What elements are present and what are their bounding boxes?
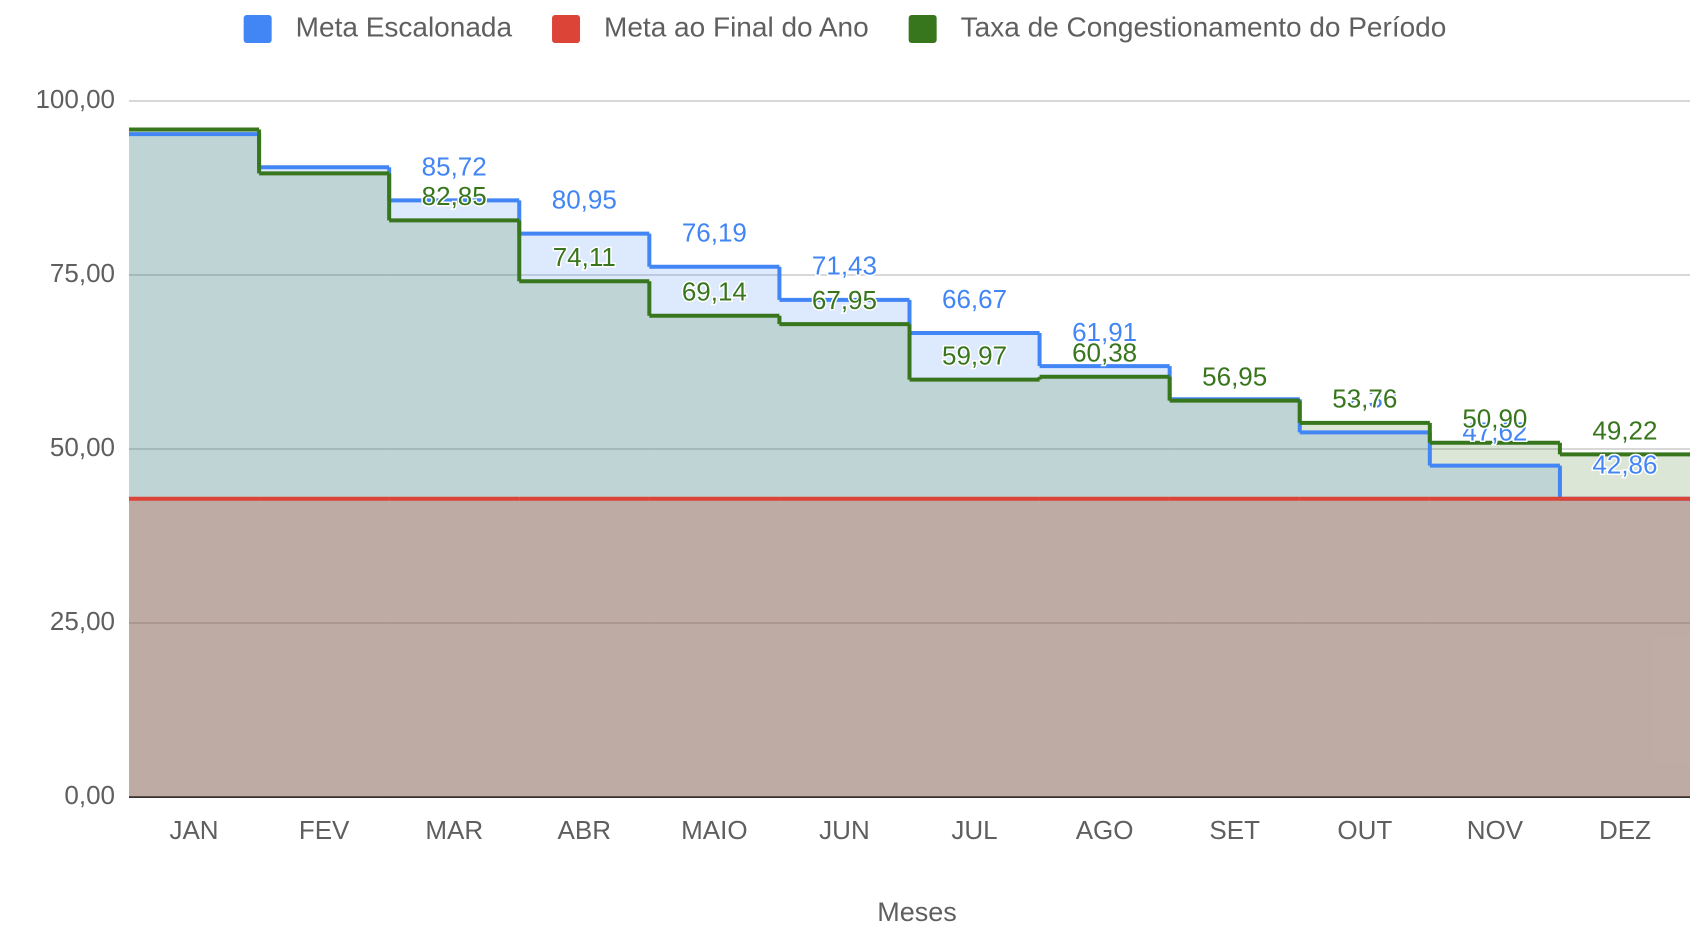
area-step xyxy=(1299,498,1430,797)
area-step xyxy=(1429,465,1560,797)
area-step xyxy=(129,134,260,798)
y-tick-label: 50,00 xyxy=(50,432,115,462)
area-step xyxy=(649,266,780,797)
area-step xyxy=(1429,498,1560,797)
data-label: 47,62 xyxy=(1462,416,1527,446)
data-label: 74,11 xyxy=(553,242,616,272)
x-tick-label: JUL xyxy=(951,815,997,845)
area-step xyxy=(129,498,260,797)
area-step xyxy=(259,167,390,797)
area-step xyxy=(1169,399,1300,797)
area-step xyxy=(1039,366,1170,797)
data-label: 60,38 xyxy=(1072,338,1137,368)
y-tick-label: 75,00 xyxy=(50,258,115,288)
area-step xyxy=(519,233,650,797)
y-tick-label: 25,00 xyxy=(50,606,115,636)
x-tick-label: NOV xyxy=(1467,815,1524,845)
x-tick-label: OUT xyxy=(1337,815,1392,845)
area-step xyxy=(909,379,1040,797)
data-label: 80,95 xyxy=(552,184,617,214)
x-tick-label: AGO xyxy=(1076,815,1134,845)
data-label: 66,67 xyxy=(942,284,1007,314)
x-tick-label: SET xyxy=(1209,815,1260,845)
area-step xyxy=(129,129,260,797)
data-label: 49,22 xyxy=(1592,415,1657,445)
area-step xyxy=(909,498,1040,797)
area-step xyxy=(1299,422,1430,797)
area-step xyxy=(1299,432,1430,797)
area-step xyxy=(779,299,910,797)
x-axis-title: Meses xyxy=(877,897,957,927)
area-step xyxy=(519,281,650,797)
area-step xyxy=(779,324,910,797)
legend-label: Meta ao Final do Ano xyxy=(604,11,869,42)
legend: Meta Escalonada Meta ao Final do Ano Taxa … xyxy=(243,11,1447,43)
data-label: 76,19 xyxy=(682,218,747,248)
data-label: 67,95 xyxy=(812,285,877,315)
area-step xyxy=(1039,376,1170,797)
legend-label: Meta Escalonada xyxy=(296,11,513,42)
area-step xyxy=(1169,498,1300,797)
area-step xyxy=(649,498,780,797)
area-step xyxy=(1559,454,1690,797)
area-step xyxy=(1039,498,1170,797)
legend-swatch xyxy=(243,15,272,43)
area-step xyxy=(909,332,1040,797)
y-tick-label: 0,00 xyxy=(64,780,115,810)
legend-label: Taxa de Congestionamento do Período xyxy=(961,11,1447,42)
area-step xyxy=(389,220,520,797)
area-step xyxy=(259,498,390,797)
data-label: 42,86 xyxy=(1592,450,1657,480)
x-tick-label: JAN xyxy=(169,815,218,845)
data-label: 50,90 xyxy=(1462,404,1527,434)
area-step xyxy=(259,173,390,797)
data-label: 53,76 xyxy=(1332,384,1397,414)
labels: 85,72 80,95 76,19 71,43 66,67 61,91 52,38 47,62… xyxy=(420,150,1659,481)
x-tick-label: DEZ xyxy=(1599,815,1651,845)
x-tick-label: ABR xyxy=(558,815,611,845)
data-label: 56,95 xyxy=(1202,362,1267,392)
area-step xyxy=(779,498,910,797)
data-label: 59,97 xyxy=(942,340,1007,370)
area-step xyxy=(1169,400,1300,797)
area-step xyxy=(1559,498,1690,797)
x-tick-label: MAR xyxy=(425,815,483,845)
step-riser xyxy=(257,129,1562,455)
x-tick-label: FEV xyxy=(299,815,350,845)
legend-swatch xyxy=(908,15,937,43)
data-label: 69,14 xyxy=(682,277,747,307)
data-label: 61,91 xyxy=(1072,317,1137,347)
x-tick-label: JUN xyxy=(819,815,870,845)
y-tick-label: 100,00 xyxy=(35,84,115,114)
area-step xyxy=(519,498,650,797)
x-tick-label: MAIO xyxy=(681,815,747,845)
data-label: 85,72 xyxy=(422,151,487,181)
area-step xyxy=(649,315,780,797)
data-label: 82,85 xyxy=(422,181,487,211)
lines xyxy=(129,127,1690,501)
area-step xyxy=(1559,498,1690,797)
areas xyxy=(129,129,1690,798)
legend-swatch xyxy=(552,15,581,43)
data-label: 71,43 xyxy=(812,251,877,281)
area-step xyxy=(1429,442,1560,797)
data-label: 52,38 xyxy=(1332,383,1397,413)
area-step xyxy=(389,498,520,797)
